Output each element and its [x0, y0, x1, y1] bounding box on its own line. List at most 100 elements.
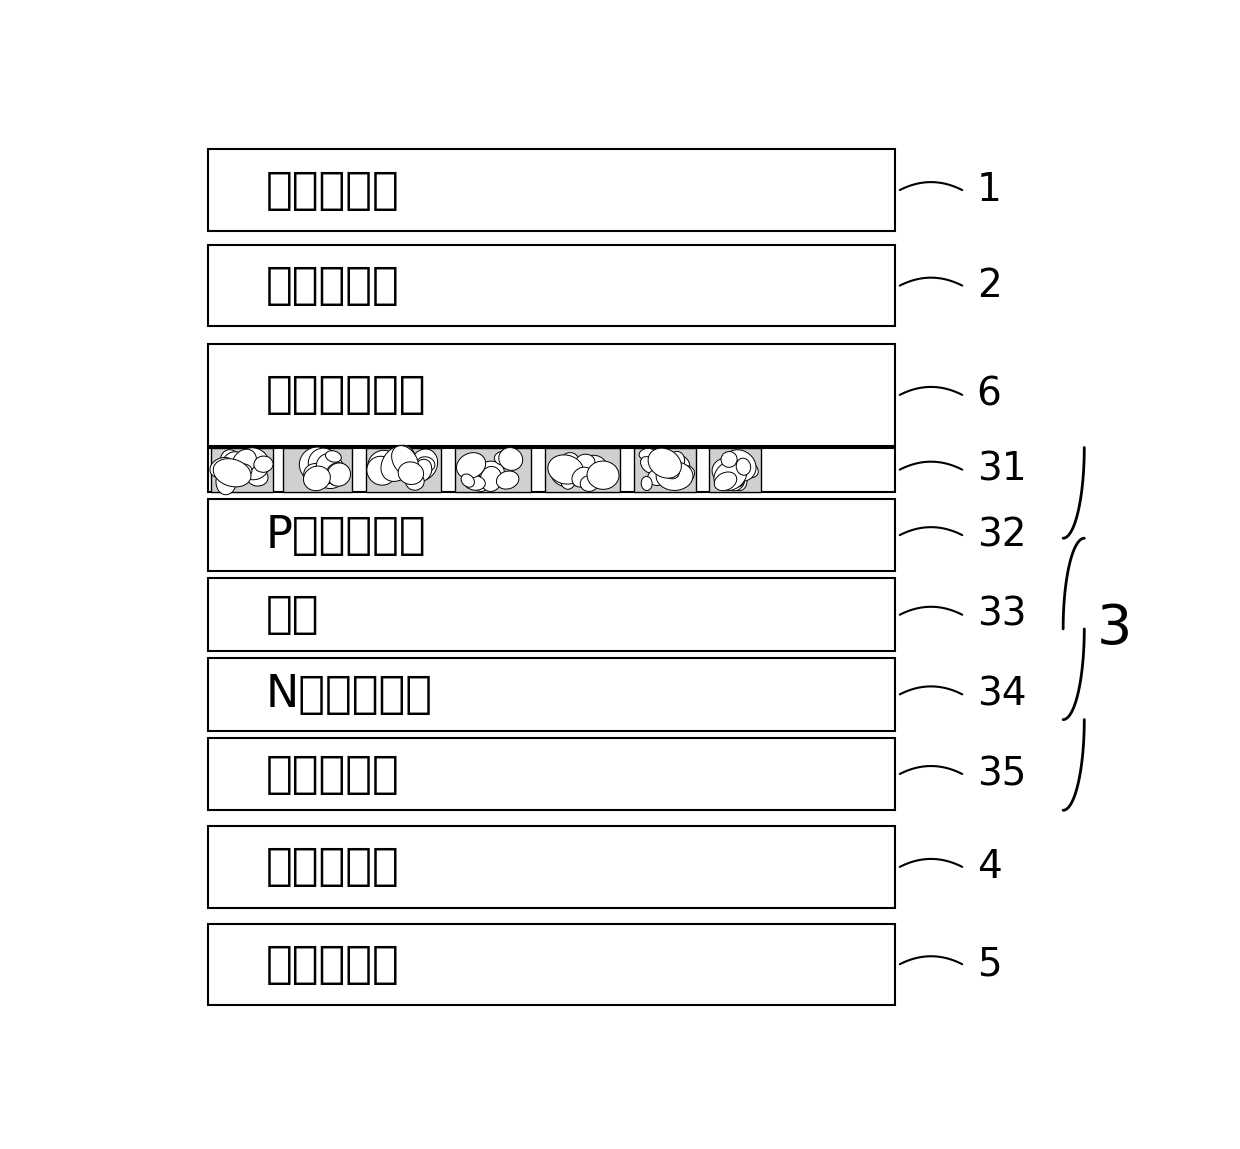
Ellipse shape [232, 449, 257, 473]
Text: 上封装胶膜: 上封装胶膜 [265, 264, 399, 307]
Ellipse shape [662, 462, 680, 479]
Ellipse shape [414, 460, 432, 481]
Ellipse shape [656, 455, 689, 484]
Ellipse shape [647, 470, 666, 486]
Ellipse shape [464, 476, 485, 491]
Ellipse shape [656, 462, 693, 491]
Ellipse shape [714, 472, 737, 491]
Ellipse shape [327, 463, 351, 486]
Ellipse shape [502, 452, 517, 464]
Ellipse shape [653, 457, 667, 471]
Ellipse shape [409, 463, 424, 483]
Ellipse shape [405, 473, 424, 491]
Ellipse shape [558, 455, 574, 475]
Bar [208, 924, 895, 1005]
Bar [208, 738, 895, 810]
Text: 背面电极层: 背面电极层 [265, 753, 399, 795]
Text: 2: 2 [977, 267, 1002, 304]
Ellipse shape [548, 455, 584, 484]
Ellipse shape [729, 473, 745, 491]
Ellipse shape [304, 463, 330, 489]
Ellipse shape [649, 448, 682, 478]
Ellipse shape [247, 469, 268, 486]
Ellipse shape [223, 452, 248, 475]
Ellipse shape [326, 463, 350, 486]
Ellipse shape [304, 466, 330, 491]
Bar [211, 447, 273, 492]
Ellipse shape [417, 457, 435, 471]
Ellipse shape [315, 461, 345, 488]
Bar [284, 447, 352, 492]
Text: P型半导体层: P型半导体层 [265, 514, 427, 556]
Text: 31: 31 [977, 450, 1027, 488]
Bar [366, 447, 441, 492]
Ellipse shape [580, 476, 598, 492]
Bar [208, 344, 895, 446]
Ellipse shape [398, 462, 424, 485]
Ellipse shape [734, 458, 759, 478]
Text: 硬片: 硬片 [265, 593, 319, 637]
Ellipse shape [668, 452, 684, 471]
Text: 33: 33 [977, 595, 1027, 634]
Ellipse shape [639, 448, 656, 461]
Ellipse shape [724, 461, 751, 481]
Bar [208, 826, 895, 908]
Ellipse shape [583, 466, 603, 484]
Ellipse shape [389, 455, 412, 476]
Bar [208, 658, 895, 731]
Text: 5: 5 [977, 946, 1001, 984]
Text: N型半导体层: N型半导体层 [265, 673, 433, 716]
Ellipse shape [367, 450, 398, 481]
Ellipse shape [316, 454, 345, 484]
Ellipse shape [210, 457, 234, 478]
Ellipse shape [216, 468, 237, 495]
Text: 32: 32 [977, 516, 1027, 554]
Ellipse shape [723, 449, 756, 481]
Text: 34: 34 [977, 676, 1027, 714]
Ellipse shape [560, 471, 575, 489]
Ellipse shape [724, 470, 744, 487]
Ellipse shape [551, 462, 580, 487]
Text: 量子剪裁涂层: 量子剪裁涂层 [265, 373, 427, 416]
Ellipse shape [381, 452, 409, 479]
Ellipse shape [221, 449, 241, 475]
Ellipse shape [498, 448, 523, 470]
Ellipse shape [213, 458, 250, 487]
Ellipse shape [314, 457, 337, 478]
Ellipse shape [299, 447, 335, 483]
Text: 6: 6 [977, 376, 1002, 414]
Ellipse shape [479, 461, 505, 481]
Text: 4: 4 [977, 848, 1002, 886]
Ellipse shape [588, 455, 606, 469]
Bar [634, 447, 696, 492]
Ellipse shape [231, 464, 252, 479]
Ellipse shape [587, 461, 619, 489]
Bar [544, 447, 620, 492]
Bar [709, 447, 761, 492]
Ellipse shape [641, 477, 652, 491]
Ellipse shape [572, 468, 593, 487]
Bar [455, 447, 531, 492]
Ellipse shape [575, 454, 595, 471]
Bar [208, 578, 895, 651]
Ellipse shape [367, 456, 396, 485]
Ellipse shape [730, 468, 748, 491]
Ellipse shape [472, 473, 487, 492]
Ellipse shape [392, 446, 418, 477]
Text: 上封装玻璃: 上封装玻璃 [265, 169, 399, 211]
Ellipse shape [236, 448, 269, 480]
Bar [208, 447, 895, 492]
Ellipse shape [233, 452, 257, 472]
Ellipse shape [319, 455, 339, 472]
Ellipse shape [480, 466, 502, 492]
Bar [208, 499, 895, 571]
Ellipse shape [714, 461, 746, 491]
Text: 下封装胶膜: 下封装胶膜 [265, 846, 399, 888]
Ellipse shape [567, 458, 601, 487]
Ellipse shape [562, 453, 579, 470]
Ellipse shape [734, 463, 751, 479]
Ellipse shape [737, 458, 750, 476]
Ellipse shape [495, 450, 515, 465]
Text: 35: 35 [977, 755, 1025, 793]
Ellipse shape [461, 473, 475, 487]
